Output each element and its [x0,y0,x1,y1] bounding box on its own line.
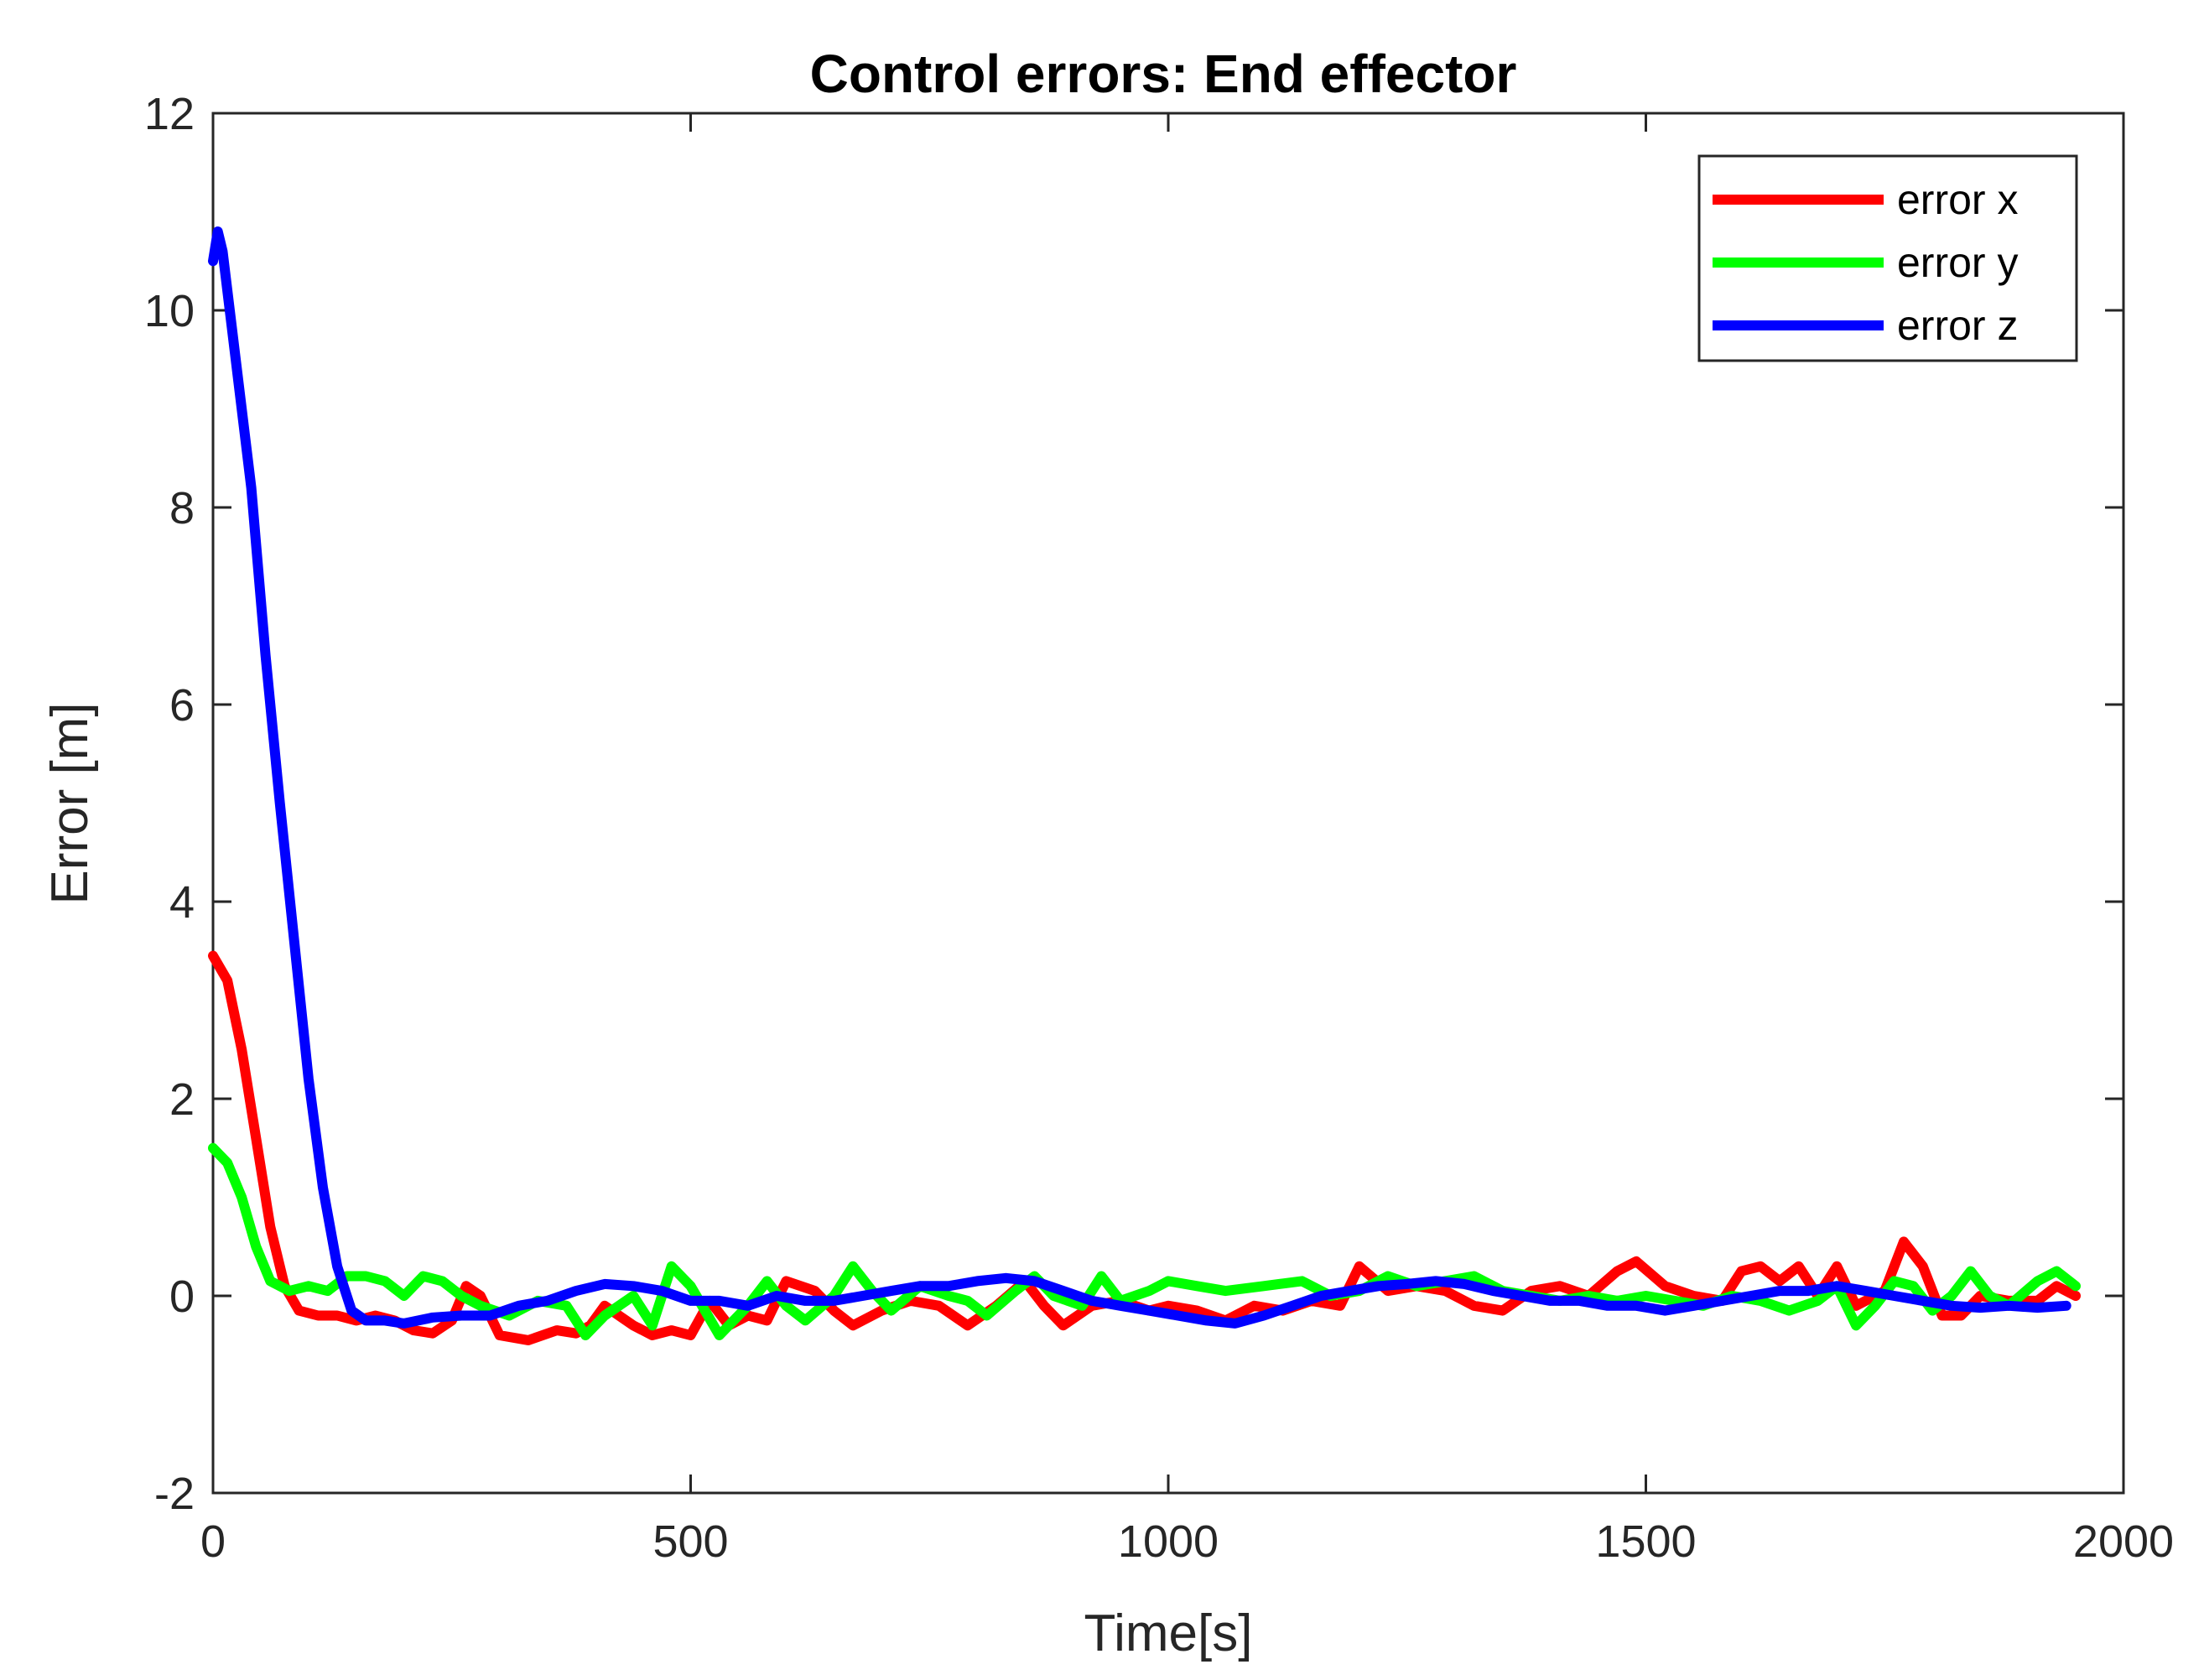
legend: error x error y error z [1697,154,2078,362]
y-axis-label: Error [m] [41,702,99,904]
x-tick-label: 2000 [2073,1516,2174,1567]
chart-title: Control errors: End effector [810,44,1517,104]
series-line-error-x [208,950,2081,1345]
x-tick-label: 1500 [1595,1516,1696,1567]
series-line-error-z [208,226,2071,1329]
y-tick-label: 12 [144,89,195,139]
y-tick-label: 4 [169,877,195,928]
x-tick-label: 0 [200,1516,226,1567]
legend-label: error x [1897,176,2018,223]
y-tick-label: 0 [169,1272,195,1322]
series-line-error-y [208,1142,2081,1340]
y-tick-label: 2 [169,1074,195,1125]
y-tick-label: 8 [169,483,195,533]
y-tick-label: 6 [169,680,195,731]
y-tick-label: 10 [144,286,195,336]
x-axis-label: Time[s] [1084,1605,1253,1662]
legend-label: error y [1897,239,2018,286]
x-tick-label: 500 [652,1516,728,1567]
y-tick-label: -2 [154,1469,195,1519]
legend-label: error z [1897,302,2018,349]
x-tick-label: 1000 [1118,1516,1219,1567]
series-lines [208,226,2081,1345]
